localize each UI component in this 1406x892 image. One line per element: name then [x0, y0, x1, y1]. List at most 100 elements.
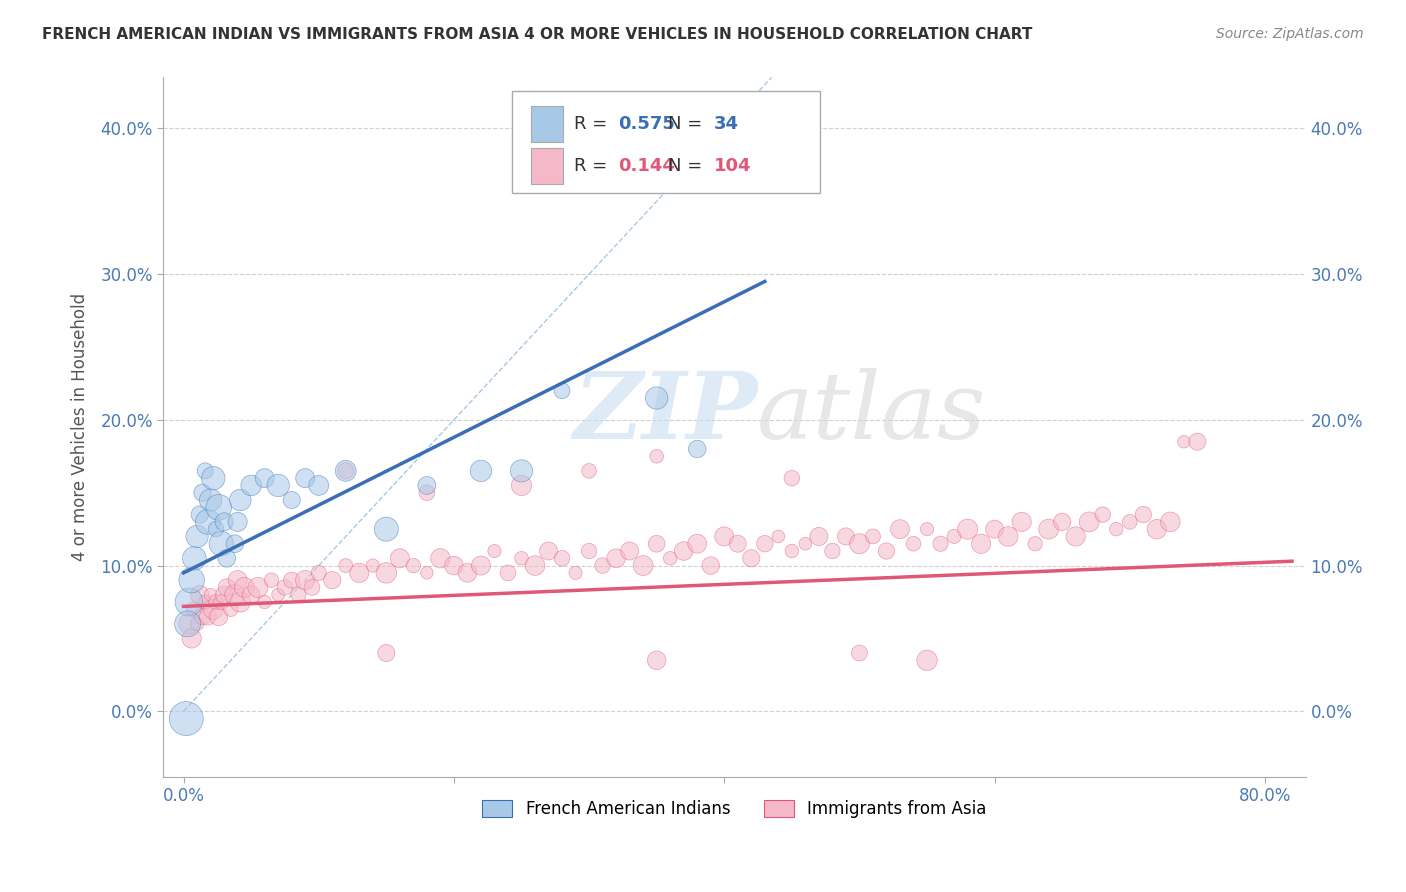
Point: [240, 478, 263, 492]
Point: [510, 478, 533, 492]
Point: [578, 464, 600, 478]
Point: [186, 529, 208, 543]
Point: [780, 471, 803, 485]
Point: [197, 609, 219, 624]
Point: [807, 529, 830, 543]
Point: [402, 558, 425, 573]
Point: [889, 522, 911, 536]
Point: [224, 588, 246, 602]
Point: [208, 609, 231, 624]
Point: [456, 566, 478, 580]
Point: [212, 515, 235, 529]
Bar: [531, 106, 562, 143]
Point: [180, 573, 202, 587]
Point: [956, 522, 979, 536]
Point: [780, 544, 803, 558]
Point: [631, 558, 654, 573]
Point: [686, 537, 709, 551]
Point: [375, 646, 398, 660]
Point: [180, 632, 202, 646]
Point: [1024, 537, 1046, 551]
Point: [929, 537, 952, 551]
Point: [209, 595, 232, 609]
Point: [1078, 515, 1101, 529]
Point: [294, 573, 316, 587]
Point: [202, 471, 225, 485]
Point: [997, 529, 1019, 543]
Point: [267, 478, 290, 492]
Point: [229, 595, 252, 609]
Point: [188, 508, 211, 522]
Point: [537, 544, 560, 558]
Point: [294, 471, 316, 485]
Point: [229, 493, 252, 508]
Point: [1011, 515, 1033, 529]
Point: [970, 537, 993, 551]
Point: [174, 712, 197, 726]
Point: [208, 500, 231, 515]
Text: R =: R =: [575, 115, 613, 133]
Point: [915, 522, 938, 536]
Point: [1159, 515, 1181, 529]
Point: [361, 558, 384, 573]
Point: [280, 493, 302, 508]
Point: [1119, 515, 1142, 529]
Point: [672, 544, 695, 558]
Point: [349, 566, 371, 580]
Point: [335, 464, 357, 478]
Point: [388, 551, 411, 566]
Point: [194, 595, 217, 609]
Text: 104: 104: [714, 157, 751, 175]
Y-axis label: 4 or more Vehicles in Household: 4 or more Vehicles in Household: [72, 293, 89, 561]
Point: [280, 573, 302, 587]
Text: N =: N =: [668, 115, 709, 133]
Point: [686, 442, 709, 456]
Point: [875, 544, 897, 558]
Point: [484, 544, 506, 558]
Point: [1091, 508, 1114, 522]
Point: [592, 558, 614, 573]
Point: [727, 537, 749, 551]
Point: [524, 558, 547, 573]
Point: [470, 464, 492, 478]
Point: [1173, 434, 1195, 449]
Point: [1146, 522, 1168, 536]
Text: atlas: atlas: [758, 368, 987, 458]
Point: [205, 595, 228, 609]
Point: [188, 588, 211, 602]
Point: [943, 529, 966, 543]
Point: [645, 450, 668, 464]
Point: [226, 515, 249, 529]
Point: [274, 581, 297, 595]
Point: [177, 595, 200, 609]
Text: 0.575: 0.575: [617, 115, 675, 133]
Point: [862, 529, 884, 543]
Point: [619, 544, 641, 558]
Legend: French American Indians, Immigrants from Asia: French American Indians, Immigrants from…: [475, 793, 993, 824]
Point: [1038, 522, 1060, 536]
Point: [848, 646, 870, 660]
Point: [983, 522, 1005, 536]
Point: [659, 551, 682, 566]
Point: [835, 529, 858, 543]
Point: [510, 551, 533, 566]
Point: [202, 602, 225, 616]
Point: [1132, 508, 1154, 522]
Point: [416, 566, 439, 580]
Point: [233, 581, 256, 595]
Point: [416, 478, 439, 492]
Point: [209, 537, 232, 551]
Point: [1187, 434, 1209, 449]
Point: [551, 384, 574, 398]
Point: [253, 595, 276, 609]
Point: [496, 566, 519, 580]
Point: [267, 588, 290, 602]
Point: [212, 588, 235, 602]
Point: [177, 616, 200, 631]
Point: [308, 478, 330, 492]
Point: [645, 391, 668, 405]
Point: [253, 471, 276, 485]
Point: [903, 537, 925, 551]
Point: [1050, 515, 1073, 529]
Point: [375, 566, 398, 580]
